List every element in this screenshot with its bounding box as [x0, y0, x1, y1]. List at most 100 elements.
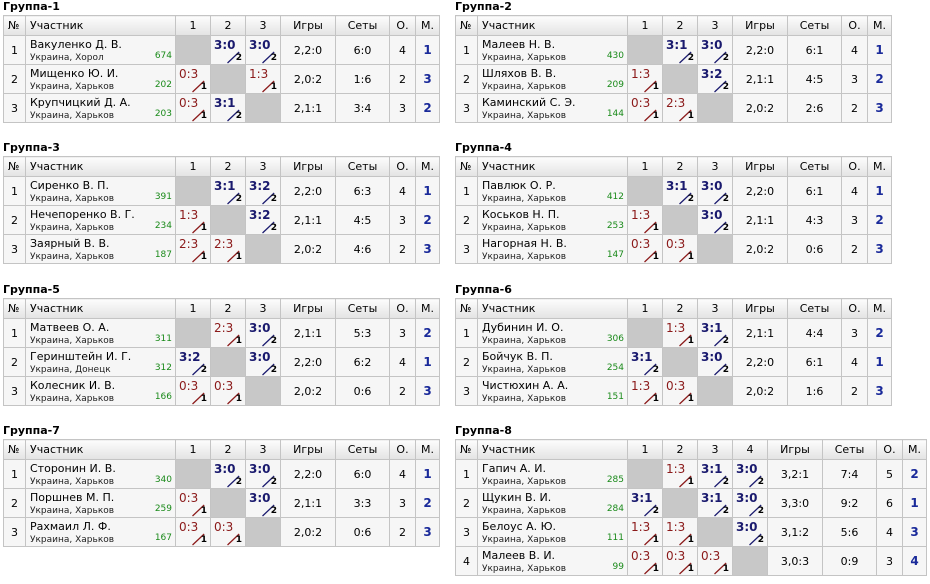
match-points: 2 — [722, 506, 729, 516]
match-result[interactable]: 3:1 2 — [697, 318, 733, 348]
match-score: 0:3 — [631, 96, 651, 110]
match-result[interactable]: 3:0 2 — [732, 488, 768, 518]
match-result[interactable]: 3:0 2 — [210, 35, 246, 65]
match-result[interactable]: 1:3 1 — [175, 205, 211, 235]
match-result[interactable]: 0:3 1 — [210, 376, 246, 406]
player-name[interactable]: Вакуленко Д. В. — [30, 38, 122, 51]
header-games: Игры — [280, 15, 336, 36]
match-result[interactable]: 0:3 1 — [662, 234, 698, 264]
player-name[interactable]: Колесник И. В. — [30, 379, 116, 392]
match-result[interactable]: 0:3 1 — [627, 546, 663, 576]
diagonal-cell — [697, 93, 733, 123]
match-result[interactable]: 3:1 2 — [697, 459, 733, 489]
match-result[interactable]: 1:3 1 — [662, 459, 698, 489]
match-result[interactable]: 3:1 2 — [210, 93, 246, 123]
player-name[interactable]: Павлюк О. Р. — [482, 179, 556, 192]
player-name[interactable]: Гапич А. И. — [482, 462, 547, 475]
match-result[interactable]: 2:3 1 — [210, 234, 246, 264]
player-name[interactable]: Нечепоренко В. Г. — [30, 208, 135, 221]
player-name[interactable]: Нагорная Н. В. — [482, 237, 567, 250]
match-result[interactable]: 1:3 1 — [662, 517, 698, 547]
player-name[interactable]: Коськов Н. П. — [482, 208, 560, 221]
diagonal-cell — [662, 64, 698, 94]
match-result[interactable]: 1:3 1 — [627, 517, 663, 547]
match-result[interactable]: 3:2 2 — [697, 64, 733, 94]
player-name[interactable]: Сиренко В. П. — [30, 179, 109, 192]
match-result[interactable]: 1:3 1 — [627, 205, 663, 235]
player-name[interactable]: Рахмаил Л. Ф. — [30, 520, 111, 533]
games-value: 2,2:0 — [732, 176, 788, 206]
match-result[interactable]: 0:3 1 — [210, 517, 246, 547]
player-name[interactable]: Поршнев М. П. — [30, 491, 115, 504]
match-result[interactable]: 3:1 2 — [627, 488, 663, 518]
match-result[interactable]: 0:3 1 — [175, 93, 211, 123]
header-opponent: 3 — [697, 15, 733, 36]
player-name[interactable]: Крупчицкий Д. А. — [30, 96, 131, 109]
player-location: Украина, Харьков — [30, 252, 115, 262]
match-result[interactable]: 3:0 2 — [245, 318, 281, 348]
match-result[interactable]: 0:3 1 — [175, 376, 211, 406]
match-result[interactable]: 3:0 2 — [697, 205, 733, 235]
match-result[interactable]: 3:1 2 — [627, 347, 663, 377]
match-result[interactable]: 0:3 1 — [627, 234, 663, 264]
player-name[interactable]: Заярный В. В. — [30, 237, 110, 250]
match-result[interactable]: 3:0 2 — [210, 459, 246, 489]
match-points: 1 — [200, 394, 207, 404]
match-result[interactable]: 3:1 2 — [210, 176, 246, 206]
match-result[interactable]: 3:2 2 — [245, 205, 281, 235]
match-result[interactable]: 0:3 1 — [175, 517, 211, 547]
match-result[interactable]: 1:3 1 — [245, 64, 281, 94]
match-result[interactable]: 1:3 1 — [627, 376, 663, 406]
player-name[interactable]: Шляхов В. В. — [482, 67, 557, 80]
header-opponent: 1 — [175, 156, 211, 177]
match-result[interactable]: 1:3 1 — [662, 318, 698, 348]
player-name[interactable]: Чистюхин А. А. — [482, 379, 569, 392]
match-result[interactable]: 3:0 2 — [732, 517, 768, 547]
player-name[interactable]: Матвеев О. А. — [30, 321, 110, 334]
player-name[interactable]: Белоус А. Ю. — [482, 520, 557, 533]
match-result[interactable]: 0:3 1 — [662, 546, 698, 576]
player-name[interactable]: Каминский С. Э. — [482, 96, 576, 109]
player-name[interactable]: Щукин В. И. — [482, 491, 552, 504]
player-name[interactable]: Геринштейн И. Г. — [30, 350, 132, 363]
match-result[interactable]: 2:3 1 — [175, 234, 211, 264]
match-result[interactable]: 2:3 1 — [210, 318, 246, 348]
match-result[interactable]: 3:0 2 — [245, 459, 281, 489]
participant-cell: Бойчук В. П. Украина, Харьков 254 — [477, 347, 628, 377]
player-name[interactable]: Малеев В. И. — [482, 549, 556, 562]
match-result[interactable]: 0:3 1 — [175, 64, 211, 94]
match-result[interactable]: 3:0 2 — [697, 176, 733, 206]
match-points: 1 — [687, 477, 694, 487]
match-result[interactable]: 0:3 1 — [627, 93, 663, 123]
match-result[interactable]: 3:1 2 — [662, 35, 698, 65]
match-result[interactable]: 3:0 2 — [697, 347, 733, 377]
player-rating: 167 — [154, 533, 172, 543]
match-result[interactable]: 3:0 2 — [245, 35, 281, 65]
match-result[interactable]: 2:3 1 — [662, 93, 698, 123]
match-result[interactable]: 3:0 2 — [245, 488, 281, 518]
match-result[interactable]: 0:3 1 — [697, 546, 733, 576]
match-result[interactable]: 3:0 2 — [697, 35, 733, 65]
player-name[interactable]: Малеев Н. В. — [482, 38, 556, 51]
match-result[interactable]: 3:1 2 — [662, 176, 698, 206]
player-name[interactable]: Мищенко Ю. И. — [30, 67, 119, 80]
match-result[interactable]: 3:2 2 — [175, 347, 211, 377]
player-name[interactable]: Сторонин И. В. — [30, 462, 116, 475]
player-number: 1 — [455, 318, 478, 348]
match-score: 0:3 — [179, 491, 199, 505]
player-name[interactable]: Бойчук В. П. — [482, 350, 553, 363]
match-result[interactable]: 3:1 2 — [697, 488, 733, 518]
match-result[interactable]: 0:3 1 — [662, 376, 698, 406]
match-score: 3:0 — [249, 350, 271, 364]
match-result[interactable]: 3:0 2 — [732, 459, 768, 489]
match-result[interactable]: 1:3 1 — [627, 64, 663, 94]
header-opponent: 1 — [627, 156, 663, 177]
slash-separator — [749, 533, 762, 546]
player-rating: 340 — [154, 475, 172, 485]
header-opponent: 2 — [210, 156, 246, 177]
player-name[interactable]: Дубинин И. О. — [482, 321, 564, 334]
header-sets: Сеты — [335, 15, 390, 36]
match-result[interactable]: 3:2 2 — [245, 176, 281, 206]
match-result[interactable]: 3:0 2 — [245, 347, 281, 377]
match-result[interactable]: 0:3 1 — [175, 488, 211, 518]
